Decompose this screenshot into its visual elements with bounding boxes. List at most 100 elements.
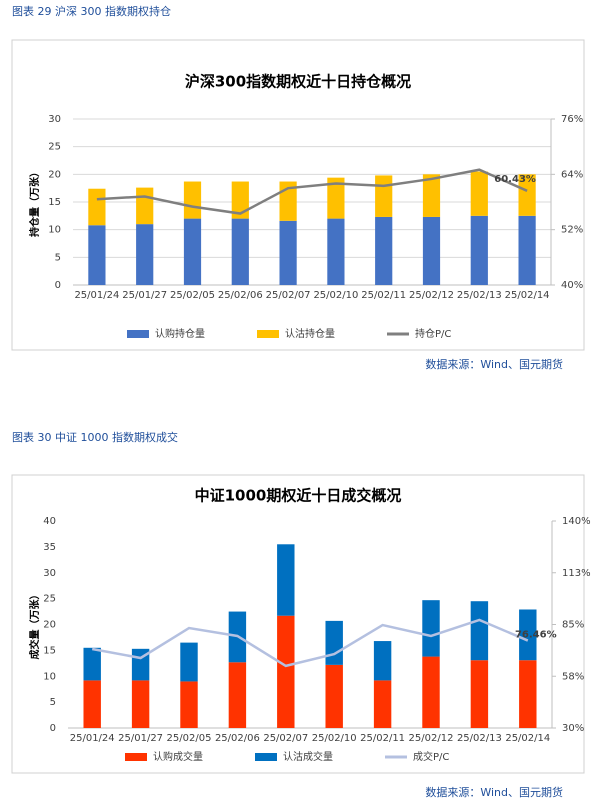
y-tick-label: 20: [48, 169, 61, 180]
bar: [470, 215, 488, 285]
bar: [183, 218, 202, 285]
legend-label: 认沽成交量: [283, 750, 333, 763]
y-tick-label: 15: [48, 197, 61, 208]
y2-tick-label: 58%: [562, 671, 584, 682]
y-tick-label: 20: [43, 620, 56, 631]
x-tick-label: 25/01/24: [70, 733, 115, 744]
legend-label: 认购成交量: [153, 750, 203, 763]
bar: [231, 218, 249, 285]
x-tick-label: 25/02/12: [409, 733, 454, 744]
bar: [470, 171, 488, 216]
y2-tick-label: 113%: [562, 568, 591, 579]
bar: [373, 680, 392, 728]
y-tick-label: 30: [43, 568, 56, 579]
bar: [83, 680, 101, 728]
bar: [470, 601, 489, 661]
y-tick-label: 40: [43, 516, 56, 527]
x-tick-label: 25/02/13: [457, 290, 502, 301]
bar: [277, 615, 295, 728]
x-tick-label: 25/02/07: [266, 290, 311, 301]
bar: [277, 544, 295, 616]
y-tick-label: 10: [43, 671, 56, 682]
chart-frame: [11, 39, 585, 351]
legend-label: 认沽持仓量: [285, 327, 335, 340]
x-tick-label: 25/02/11: [360, 733, 405, 744]
y-tick-label: 30: [48, 114, 61, 125]
y2-tick-label: 76%: [561, 114, 583, 125]
y-tick-label: 35: [43, 542, 56, 553]
x-tick-label: 25/02/05: [167, 733, 212, 744]
y-tick-label: 15: [43, 645, 56, 656]
bar: [83, 647, 101, 681]
y-axis-label: 持仓量（万张）: [28, 167, 41, 237]
x-tick-label: 25/02/05: [170, 290, 215, 301]
bar: [470, 660, 489, 728]
y-tick-label: 5: [55, 252, 61, 263]
bar: [231, 181, 249, 219]
y-tick-label: 0: [55, 280, 61, 291]
y2-tick-label: 30%: [562, 723, 584, 734]
legend-swatch: [127, 330, 149, 338]
legend-label: 认购持仓量: [155, 327, 205, 340]
line: [91, 618, 529, 668]
bar: [180, 681, 198, 728]
y-tick-label: 5: [50, 697, 56, 708]
y-axis-label: 成交量（万张）: [28, 590, 41, 660]
figure-caption: 图表 29 沪深 300 指数期权持仓: [12, 4, 171, 18]
bar: [422, 174, 441, 217]
y2-tick-label: 140%: [562, 516, 591, 527]
y-tick-label: 25: [43, 594, 56, 605]
x-tick-label: 25/02/11: [361, 290, 406, 301]
x-tick-label: 25/02/10: [313, 290, 358, 301]
x-tick-label: 25/01/24: [74, 290, 119, 301]
chart-title: 中证1000期权近十日成交概况: [195, 487, 402, 505]
legend-label: 持仓P/C: [415, 327, 451, 340]
bar: [518, 174, 536, 216]
bar: [519, 660, 537, 728]
x-tick-label: 25/02/12: [409, 290, 454, 301]
bar: [136, 187, 154, 225]
y-tick-label: 0: [50, 723, 56, 734]
bar: [422, 656, 440, 728]
chart-frame: [11, 474, 585, 774]
x-tick-label: 25/02/14: [505, 290, 550, 301]
bar: [422, 600, 440, 657]
y2-tick-label: 52%: [561, 225, 583, 236]
bar: [325, 620, 343, 665]
bar: [279, 220, 297, 285]
y2-tick-label: 40%: [561, 280, 583, 291]
legend-swatch: [257, 330, 279, 338]
x-tick-label: 25/02/10: [312, 733, 357, 744]
bar: [325, 664, 343, 728]
y-tick-label: 25: [48, 142, 61, 153]
bar: [375, 175, 393, 217]
legend-label: 成交P/C: [413, 750, 449, 763]
bar: [183, 181, 202, 219]
x-tick-label: 25/02/13: [457, 733, 502, 744]
y2-tick-label: 85%: [562, 620, 584, 631]
legend-swatch: [255, 753, 277, 761]
bar: [327, 218, 345, 285]
bar: [327, 177, 345, 219]
source-note: 数据来源：Wind、国元期货: [425, 357, 563, 371]
data-label: 76.46%: [515, 630, 557, 641]
bar: [422, 216, 441, 285]
x-tick-label: 25/02/07: [263, 733, 308, 744]
x-tick-label: 25/01/27: [118, 733, 163, 744]
source-note: 数据来源：Wind、国元期货: [425, 785, 563, 799]
x-tick-label: 25/02/06: [218, 290, 263, 301]
bar: [375, 216, 393, 285]
x-tick-label: 25/02/06: [215, 733, 260, 744]
bar: [180, 642, 198, 682]
bar: [88, 225, 106, 285]
bar: [228, 662, 247, 728]
bar: [518, 215, 536, 285]
figure-caption: 图表 30 中证 1000 指数期权成交: [12, 430, 178, 444]
x-tick-label: 25/01/27: [122, 290, 167, 301]
bar: [373, 641, 392, 681]
legend-swatch: [125, 753, 147, 761]
bar: [519, 609, 537, 661]
bar: [131, 680, 150, 728]
bar: [136, 224, 154, 285]
